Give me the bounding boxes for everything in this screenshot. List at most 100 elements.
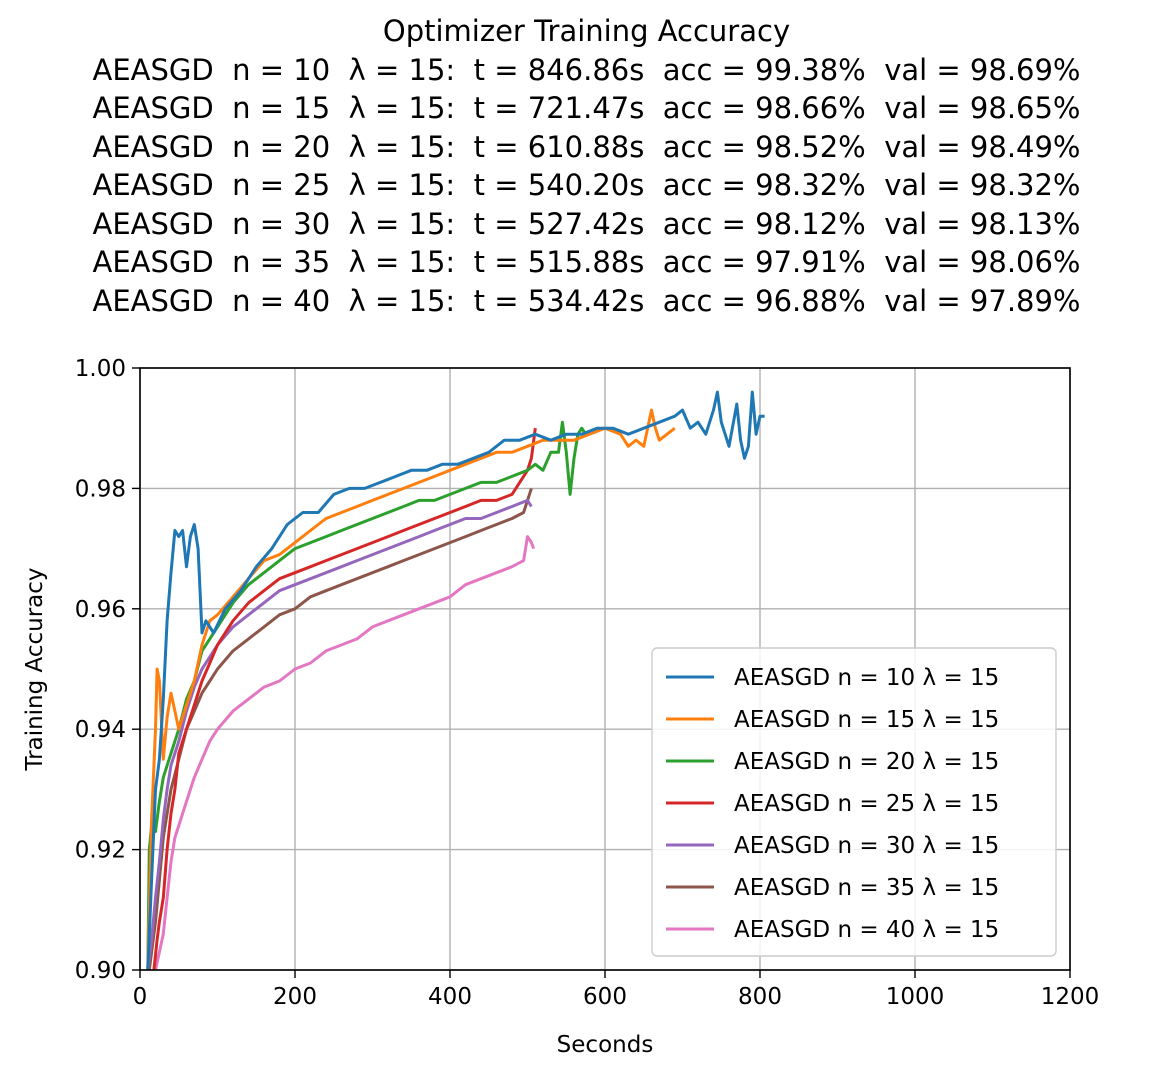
legend-label: AEASGD n = 40 λ = 15 — [734, 917, 999, 943]
x-tick-label: 400 — [428, 984, 472, 1010]
legend-prefix: AEASGD — [734, 875, 837, 901]
stats-acc: acc = 98.52% — [662, 129, 866, 164]
stats-n: n = 25 — [232, 168, 331, 202]
legend-lambda: λ = 15 — [923, 665, 1000, 691]
stats-line: AEASGD n = 25 λ = 15: t = 540.20s acc = … — [93, 166, 1081, 205]
legend-prefix: AEASGD — [734, 665, 837, 691]
legend-label: AEASGD n = 35 λ = 15 — [734, 875, 999, 901]
series-line — [154, 535, 536, 971]
legend-prefix: AEASGD — [734, 749, 837, 775]
x-tick-label: 800 — [738, 984, 782, 1010]
series-line — [146, 498, 533, 971]
stats-n: n = 20 — [232, 129, 331, 164]
x-tick-label: 200 — [273, 984, 317, 1010]
y-axis-ticks: 0.90 0.92 0.94 0.96 0.98 1.00 — [75, 356, 140, 984]
series-line — [146, 390, 765, 971]
stats-n: n = 30 — [232, 206, 331, 241]
stats-line: AEASGD n = 15 λ = 15: t = 721.47s acc = … — [93, 89, 1081, 128]
stats-acc: acc = 99.38% — [662, 52, 866, 87]
stats-val: val = 98.69% — [884, 52, 1081, 87]
stats-val: val = 98.65% — [884, 91, 1081, 125]
legend-n: n = 40 — [837, 917, 915, 943]
x-tick-label: 1200 — [1041, 984, 1100, 1010]
stats-lambda: λ = 15: — [348, 206, 456, 241]
y-tick-label: 0.90 — [75, 958, 126, 984]
chart-title: Optimizer Training Accuracy — [382, 14, 791, 48]
stats-lambda: λ = 15: — [348, 91, 456, 125]
stats-acc: acc = 98.66% — [662, 91, 866, 125]
stats-n: n = 40 — [232, 283, 331, 318]
legend-n: n = 15 — [837, 707, 915, 733]
legend-gap — [915, 665, 922, 691]
stats-n: n = 35 — [232, 245, 331, 279]
legend-n: n = 35 — [837, 875, 915, 901]
stats-label: AEASGD — [92, 206, 214, 241]
y-axis-label: Training Accuracy — [22, 567, 48, 771]
stats-lambda: λ = 15: — [348, 283, 456, 318]
stats-val: val = 98.13% — [884, 206, 1081, 241]
x-tick-label: 1000 — [886, 984, 945, 1010]
legend-n: n = 20 — [837, 749, 915, 775]
stats-line: AEASGD n = 30 λ = 15: t = 527.42s acc = … — [93, 205, 1081, 244]
legend-prefix: AEASGD — [734, 917, 837, 943]
legend-n: n = 10 — [837, 665, 915, 691]
legend-lambda: λ = 15 — [923, 917, 1000, 943]
stats-time: t = 527.42s — [473, 206, 645, 241]
stats-label: AEASGD — [92, 129, 214, 164]
stats-val: val = 98.06% — [884, 245, 1081, 279]
stats-acc: acc = 96.88% — [662, 283, 866, 318]
legend-label: AEASGD n = 10 λ = 15 — [734, 665, 999, 691]
legend-gap — [915, 875, 922, 901]
legend-gap — [915, 833, 922, 859]
legend-lambda: λ = 15 — [923, 707, 1000, 733]
legend-box — [651, 647, 1057, 957]
y-tick-label: 1.00 — [75, 356, 126, 382]
stats-val: val = 98.32% — [884, 168, 1081, 202]
legend-label: AEASGD n = 20 λ = 15 — [734, 749, 999, 775]
x-axis-ticks: 0 200 400 600 800 1000 1200 — [133, 970, 1100, 1010]
y-tick-label: 0.98 — [75, 476, 126, 502]
stats-lambda: λ = 15: — [348, 52, 456, 87]
legend-lambda: λ = 15 — [923, 833, 1000, 859]
stats-lines: AEASGD n = 10 λ = 15: t = 846.86s acc = … — [93, 51, 1081, 321]
stats-lambda: λ = 15: — [348, 129, 456, 164]
stats-line: AEASGD n = 40 λ = 15: t = 534.42s acc = … — [93, 282, 1081, 321]
stats-acc: acc = 98.32% — [662, 168, 866, 202]
stats-val: val = 97.89% — [884, 283, 1081, 318]
stats-label: AEASGD — [92, 168, 214, 202]
x-axis-label: Seconds — [557, 1032, 654, 1058]
legend-gap — [915, 917, 922, 943]
y-tick-label: 0.92 — [75, 838, 126, 864]
stats-lambda: λ = 15: — [348, 245, 456, 279]
stats-n: n = 15 — [232, 91, 331, 125]
legend-gap — [915, 791, 922, 817]
stats-time: t = 721.47s — [473, 91, 645, 125]
legend-label: AEASGD n = 30 λ = 15 — [734, 833, 999, 859]
series-lines — [146, 390, 765, 971]
stats-lambda: λ = 15: — [348, 168, 456, 202]
series-line — [152, 428, 537, 971]
stats-line: AEASGD n = 35 λ = 15: t = 515.88s acc = … — [93, 243, 1081, 282]
stats-line: AEASGD n = 10 λ = 15: t = 846.86s acc = … — [93, 51, 1081, 90]
stats-n: n = 10 — [232, 52, 331, 87]
stats-label: AEASGD — [92, 283, 214, 318]
legend-prefix: AEASGD — [734, 833, 837, 859]
stats-time: t = 846.86s — [473, 52, 645, 87]
legend-lambda: λ = 15 — [923, 749, 1000, 775]
series-line — [146, 408, 676, 971]
stats-val: val = 98.49% — [884, 129, 1081, 164]
x-tick-label: 600 — [583, 984, 627, 1010]
legend-label: AEASGD n = 25 λ = 15 — [734, 791, 999, 817]
stats-time: t = 610.88s — [473, 129, 645, 164]
legend-n: n = 30 — [837, 833, 915, 859]
legend-n: n = 25 — [837, 791, 915, 817]
legend-lambda: λ = 15 — [923, 791, 1000, 817]
legend-prefix: AEASGD — [734, 791, 837, 817]
legend-lambda: λ = 15 — [923, 875, 1000, 901]
stats-acc: acc = 98.12% — [662, 206, 866, 241]
stats-time: t = 515.88s — [473, 245, 645, 279]
title-block: Optimizer Training Accuracy AEASGD n = 1… — [0, 12, 1173, 320]
stats-label: AEASGD — [92, 91, 214, 125]
